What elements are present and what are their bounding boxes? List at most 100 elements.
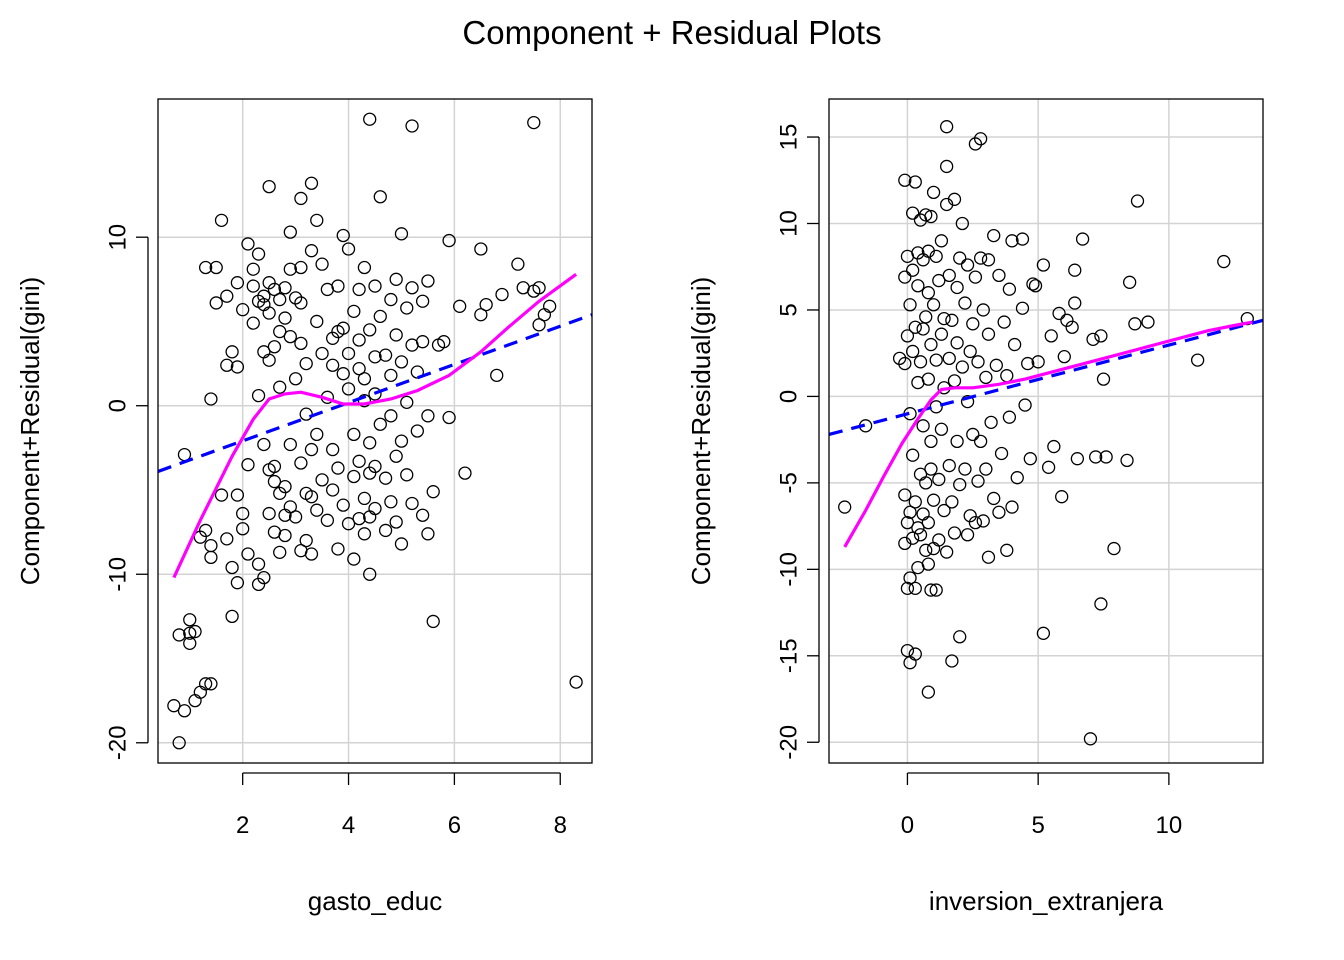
data-point	[919, 310, 933, 324]
data-point	[288, 372, 303, 386]
data-point	[543, 299, 557, 313]
data-point	[458, 466, 472, 480]
x-tick-label: 6	[448, 812, 461, 839]
y-tick-label: -10	[776, 552, 803, 587]
data-point	[1052, 306, 1066, 321]
data-point	[230, 488, 245, 502]
data-point	[924, 209, 938, 224]
x-axis-title: inversion_extranjera	[929, 886, 1164, 916]
data-point	[453, 299, 467, 313]
data-point	[1007, 337, 1022, 352]
data-point	[903, 505, 917, 519]
data-point	[283, 225, 297, 239]
data-point	[984, 415, 998, 430]
data-point	[415, 335, 430, 349]
data-point	[389, 515, 403, 529]
data-point	[315, 257, 329, 271]
data-point	[278, 479, 292, 494]
data-point	[204, 550, 218, 565]
data-point	[257, 570, 271, 585]
data-point	[167, 699, 181, 713]
data-point	[1018, 398, 1032, 412]
data-point	[172, 628, 186, 642]
data-point	[347, 469, 361, 484]
data-point	[979, 370, 993, 385]
data-point	[532, 281, 546, 295]
data-point	[932, 533, 946, 547]
data-point	[569, 675, 583, 689]
data-point	[926, 541, 941, 556]
data-point	[294, 260, 308, 275]
data-point	[400, 395, 414, 410]
data-point	[479, 297, 493, 312]
data-point	[913, 355, 928, 369]
data-point	[257, 289, 271, 303]
data-point	[294, 191, 308, 206]
data-point	[945, 654, 959, 668]
data-point	[341, 242, 356, 256]
data-point	[347, 427, 361, 442]
data-point	[352, 361, 366, 376]
data-point	[336, 228, 350, 243]
data-point	[992, 268, 1006, 283]
data-point	[368, 459, 382, 474]
x-tick-label: 8	[554, 812, 567, 839]
data-point	[236, 522, 250, 536]
data-point	[326, 442, 340, 457]
data-point	[1057, 349, 1071, 364]
data-point	[357, 260, 372, 275]
data-point	[267, 340, 282, 354]
data-point	[953, 251, 967, 265]
data-point	[225, 609, 239, 624]
data-point	[214, 213, 229, 227]
data-point	[172, 736, 186, 750]
data-point	[384, 409, 398, 423]
data-point	[363, 436, 377, 450]
data-point	[919, 208, 933, 222]
data-point	[1021, 356, 1035, 371]
data-point	[363, 323, 377, 337]
panel-gasto-educ: 2 4 6 8 -20 -10 0 10 gasto_educ Component+Residua…	[15, 98, 593, 916]
data-point	[225, 345, 239, 359]
data-point	[341, 346, 356, 361]
data-point	[278, 281, 292, 295]
data-point	[304, 547, 319, 561]
data-point	[981, 327, 996, 341]
data-point	[400, 301, 414, 315]
data-point	[310, 213, 324, 227]
data-point	[236, 303, 250, 317]
data-point	[987, 491, 1001, 506]
data-point	[942, 458, 956, 473]
data-point	[193, 530, 207, 544]
data-point	[389, 272, 403, 286]
data-point	[294, 456, 308, 470]
plot-frame	[828, 98, 1264, 764]
data-point	[283, 262, 297, 276]
x-tick-label: 0	[901, 812, 914, 839]
data-point	[937, 503, 951, 518]
data-point	[294, 336, 308, 351]
x-tick-label: 4	[342, 812, 355, 839]
y-tick-label: -20	[776, 725, 803, 760]
data-point	[310, 427, 324, 442]
data-point	[924, 462, 938, 476]
data-point	[352, 282, 366, 297]
data-point	[963, 344, 977, 359]
data-point	[273, 292, 287, 307]
data-point	[981, 253, 996, 267]
data-point	[262, 276, 276, 290]
data-point	[908, 175, 922, 189]
data-point	[1041, 460, 1056, 474]
data-point	[900, 515, 915, 530]
data-point	[421, 409, 435, 423]
data-point	[537, 308, 552, 322]
data-point	[929, 249, 943, 264]
data-point	[299, 533, 313, 548]
data-point	[916, 419, 930, 433]
data-point	[278, 311, 292, 325]
data-point	[1005, 500, 1019, 514]
data-point	[940, 545, 954, 559]
data-point	[973, 132, 988, 146]
data-point	[357, 527, 372, 541]
data-point	[204, 677, 218, 691]
